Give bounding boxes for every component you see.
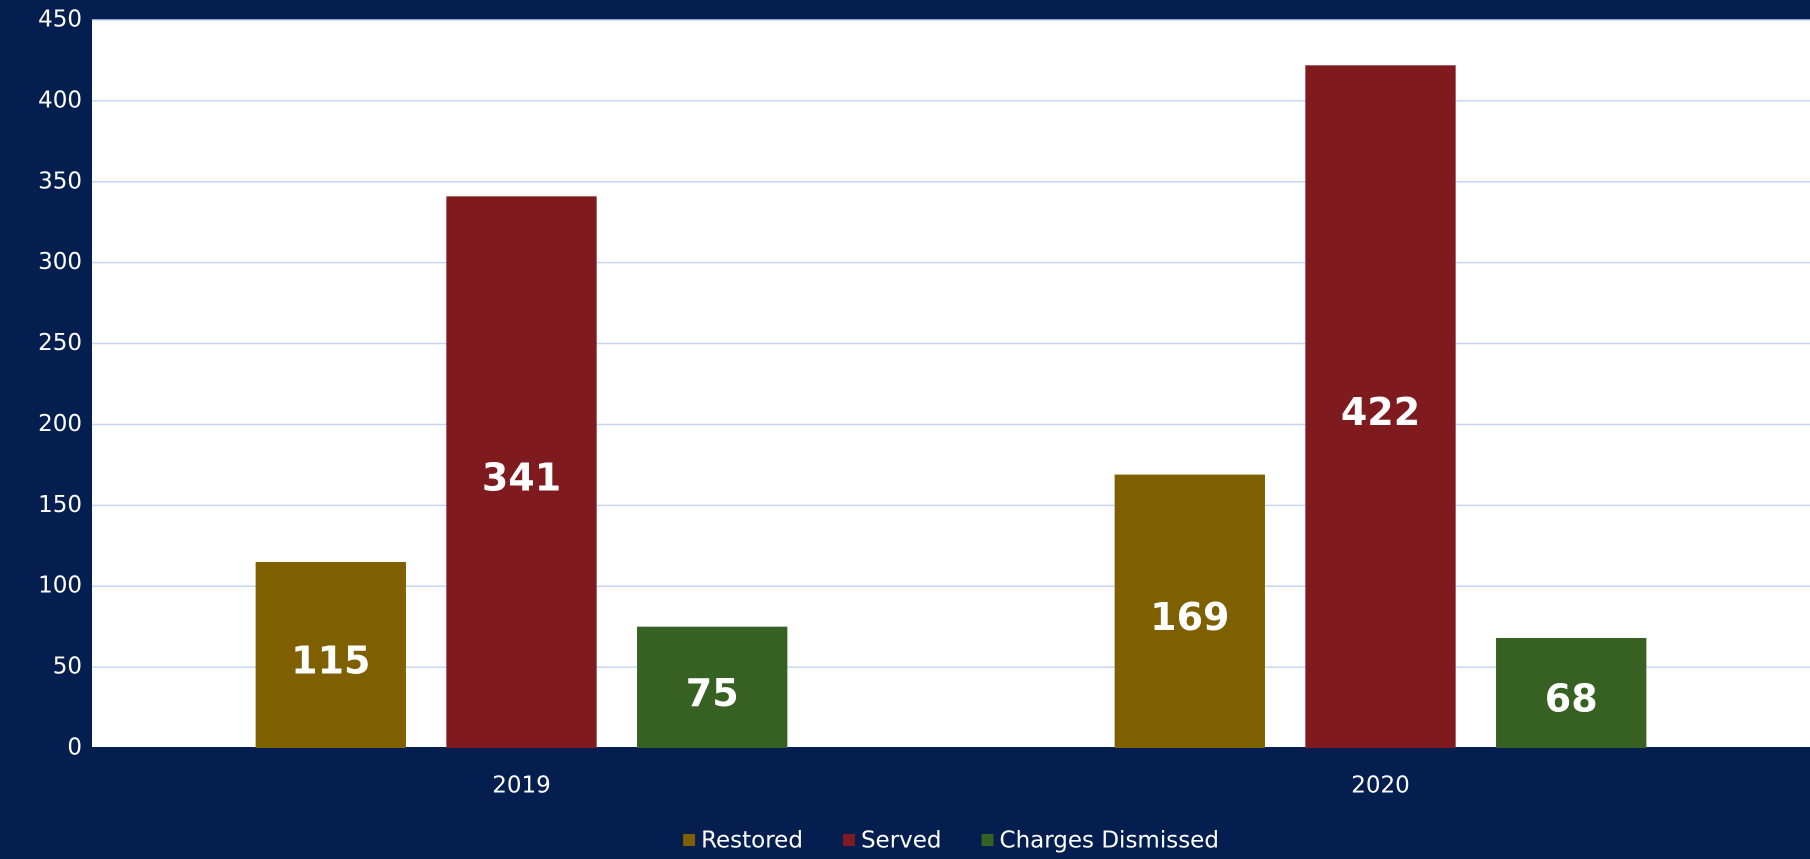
bar [637,626,788,748]
legend-swatch [683,834,696,846]
data-label: 169 [1150,595,1229,639]
y-tick-label: 100 [38,573,82,599]
bar [255,561,406,748]
y-tick-label: 150 [38,492,82,518]
data-label: 68 [1545,676,1598,720]
legend-label: Restored [701,828,803,854]
y-tick-label: 250 [38,330,82,356]
legend-label: Served [861,828,942,854]
legend-swatch [842,834,855,846]
legend-label: Charges Dismissed [1000,828,1219,854]
y-tick-label: 200 [38,411,82,437]
y-tick-label: 400 [38,87,82,113]
y-tick-label: 0 [67,735,82,761]
y-tick-label: 50 [53,654,82,680]
bar [1496,637,1647,748]
data-label: 422 [1341,390,1420,434]
data-label: 341 [482,456,561,500]
y-tick-label: 350 [38,168,82,194]
bar [1114,474,1265,748]
x-tick-label: 2020 [1351,773,1410,799]
bar [446,196,597,749]
legend-swatch [981,834,994,846]
x-tick-label: 2019 [492,773,551,799]
data-label: 75 [686,671,739,715]
y-tick-label: 300 [38,249,82,275]
bar [1305,65,1456,748]
y-tick-label: 450 [38,7,82,33]
data-label: 115 [291,638,370,682]
